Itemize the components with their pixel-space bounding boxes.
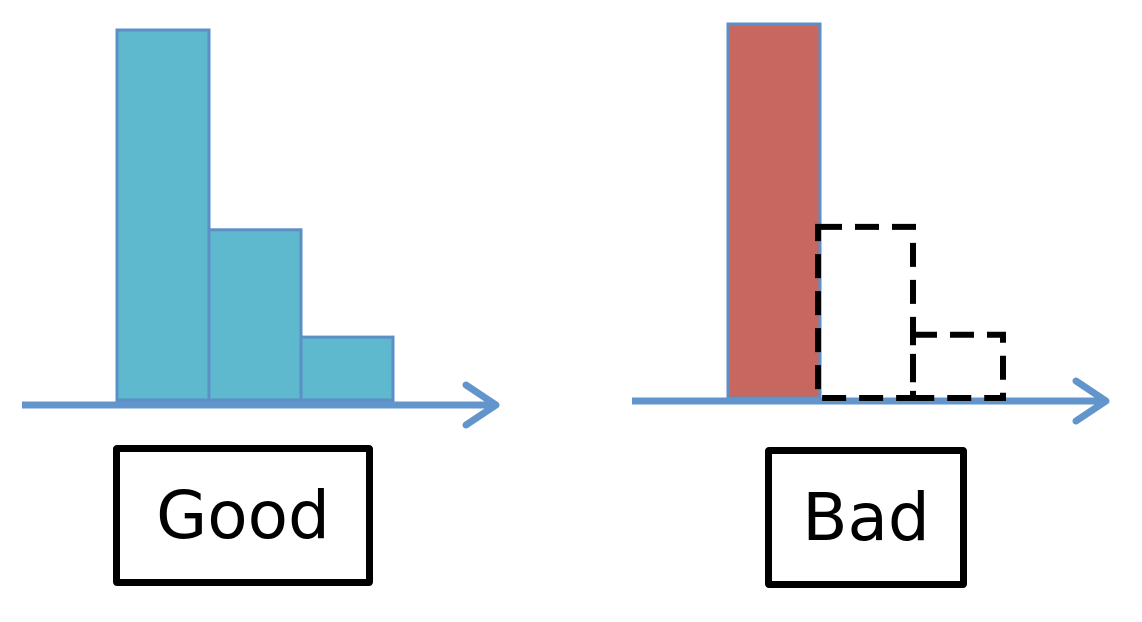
bad-label-box: Bad	[765, 447, 967, 588]
bad-label: Bad	[802, 478, 930, 556]
good-bar-1	[115, 28, 211, 402]
bad-axis-arrowhead	[1072, 377, 1110, 425]
good-bar-2	[207, 228, 303, 402]
bad-missing-bar-1	[815, 223, 916, 401]
good-label-box: Good	[113, 445, 373, 586]
good-bar-3	[299, 335, 395, 402]
bad-missing-bar-2	[910, 331, 1006, 402]
good-histogram	[22, 28, 500, 429]
good-axis-arrowhead	[462, 381, 500, 429]
bad-bar-1	[726, 22, 822, 400]
good-label: Good	[156, 476, 330, 554]
bad-histogram	[632, 22, 1110, 425]
